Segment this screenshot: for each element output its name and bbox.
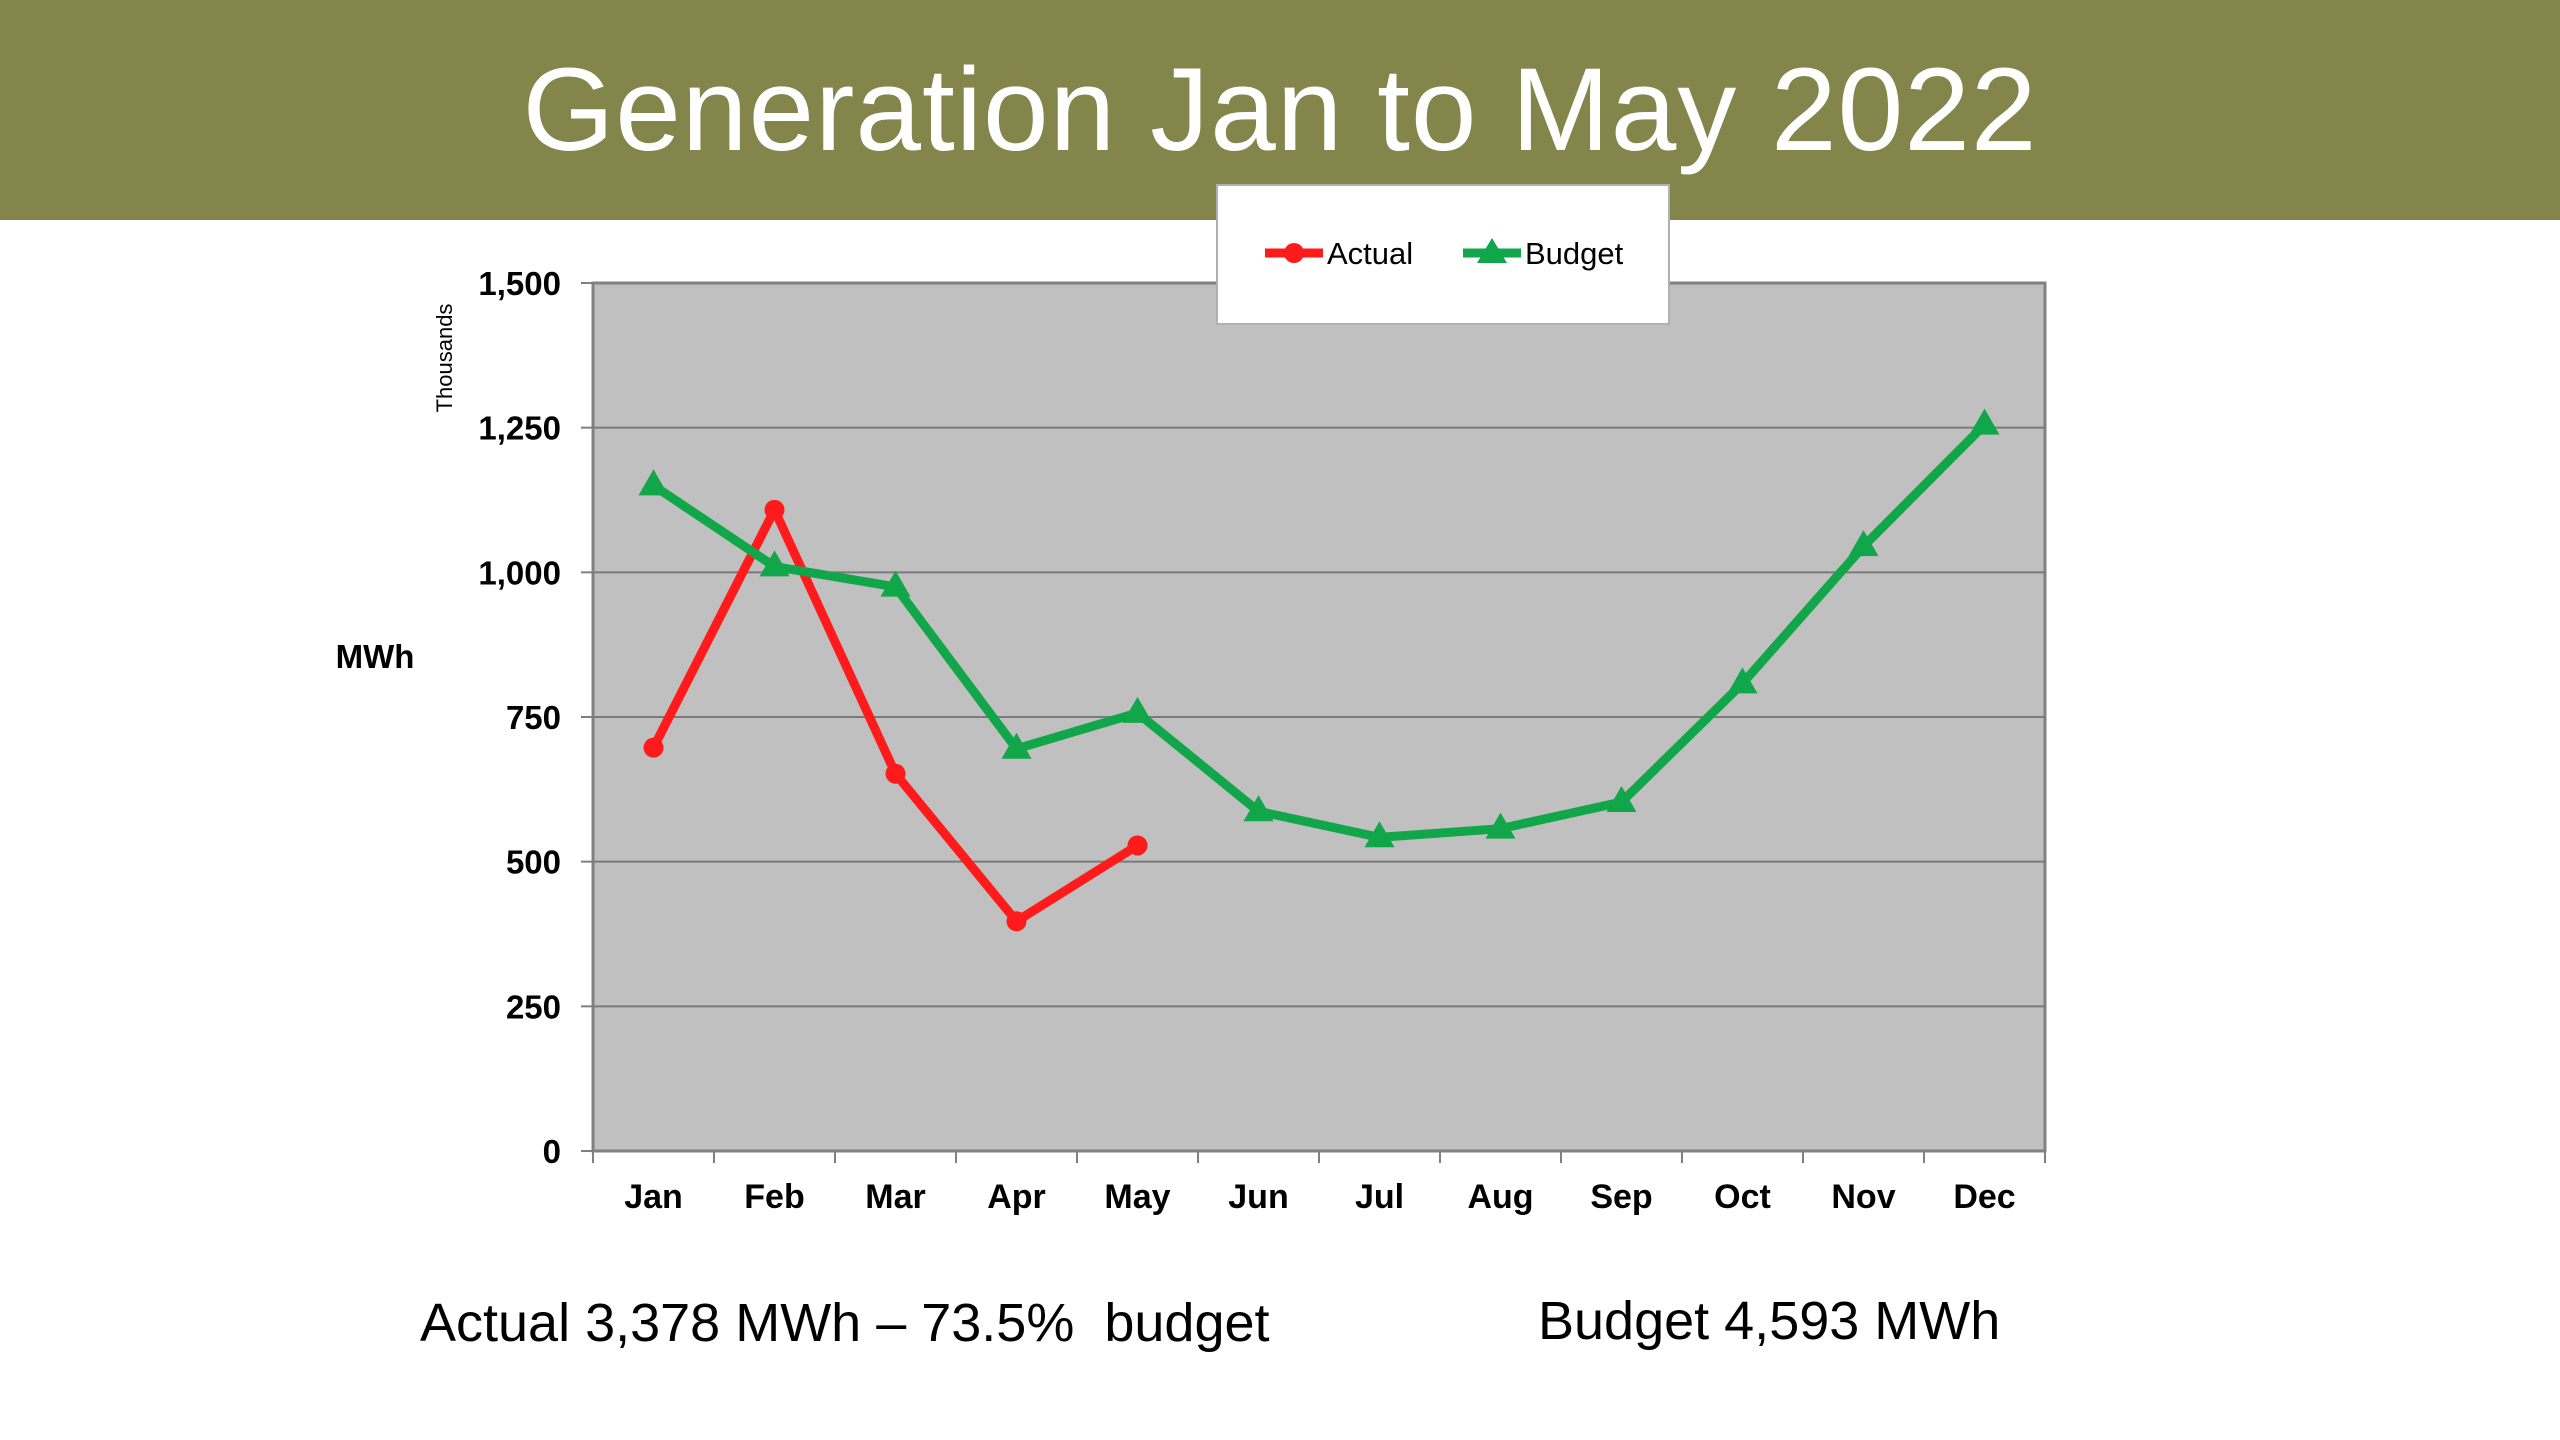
actual-data-point <box>1127 835 1148 856</box>
x-tick-label: Dec <box>1953 1178 2015 1216</box>
x-tick-label: Nov <box>1831 1178 1895 1216</box>
y-tick-label: 0 <box>543 1133 561 1170</box>
x-tick-label: Jan <box>624 1178 683 1216</box>
actual-data-point <box>764 499 785 520</box>
budget-data-point <box>1485 812 1516 839</box>
budget-data-point <box>1969 408 2000 435</box>
actual-data-point <box>1006 911 1027 932</box>
budget-legend-label: Budget <box>1525 236 1624 271</box>
budget-data-point <box>1848 530 1879 557</box>
slide-title: Generation Jan to May 2022 <box>522 44 2038 176</box>
x-tick-label: Oct <box>1714 1178 1771 1216</box>
budget-series-line <box>650 421 1988 842</box>
title-bar <box>0 0 2560 220</box>
x-tick-label: Jun <box>1228 1178 1288 1216</box>
budget-data-point <box>1001 732 1032 759</box>
x-tick-label: Mar <box>865 1178 925 1216</box>
y-unit-label: Thousands <box>432 304 457 413</box>
budget-data-point <box>1243 795 1274 822</box>
y-tick-label: 1,500 <box>478 265 561 302</box>
y-axis-label: MWh <box>336 638 415 675</box>
actual-data-point <box>643 737 664 758</box>
x-tick-label: Aug <box>1467 1178 1533 1216</box>
y-tick-label: 1,000 <box>478 554 561 591</box>
budget-data-point <box>880 570 911 597</box>
actual-summary-text: Actual 3,378 MWh – 73.5% budget <box>420 1293 1270 1353</box>
x-tick-label: Apr <box>987 1178 1046 1216</box>
budget-data-point <box>1727 667 1758 694</box>
budget-data-point <box>1364 821 1395 848</box>
budget-data-point <box>759 550 790 577</box>
budget-data-point <box>638 469 669 496</box>
x-tick-label: Jul <box>1355 1178 1404 1216</box>
actual-legend-label: Actual <box>1327 236 1413 271</box>
y-tick-label: 500 <box>506 844 561 881</box>
x-tick-label: Feb <box>744 1178 804 1216</box>
y-tick-label: 1,250 <box>478 410 561 447</box>
budget-legend-marker <box>1477 238 1507 263</box>
budget-data-point <box>1122 696 1153 723</box>
x-tick-label: Sep <box>1590 1178 1652 1216</box>
actual-legend-marker <box>1284 243 1304 263</box>
budget-data-point <box>1606 785 1637 812</box>
budget-summary-text: Budget 4,593 MWh <box>1538 1291 2001 1351</box>
y-tick-label: 750 <box>506 699 561 736</box>
y-tick-label: 250 <box>506 988 561 1025</box>
x-tick-label: May <box>1104 1178 1170 1216</box>
actual-data-point <box>885 763 906 784</box>
